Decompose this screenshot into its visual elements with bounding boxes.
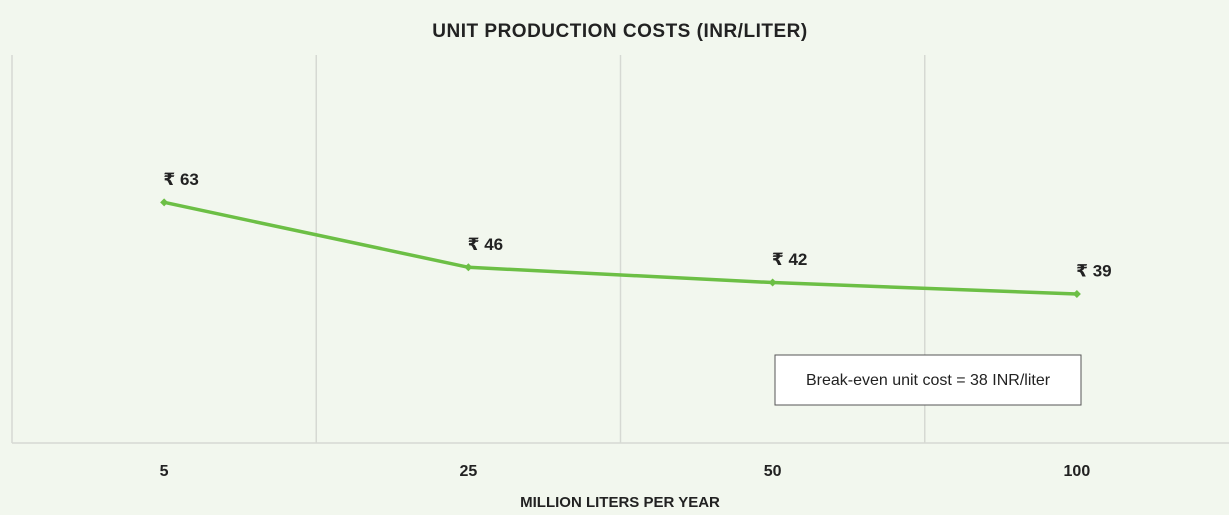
data-line [163,200,1077,296]
value-label: ₹ 46 [468,235,503,254]
x-tick-label: 5 [160,463,169,480]
value-label: ₹ 39 [1076,262,1111,281]
x-axis-label: MILLION LITERS PER YEAR [520,494,720,511]
x-tick-label: 25 [459,463,477,480]
value-label: ₹ 42 [772,250,807,269]
annotation-box [774,354,1082,406]
point [768,278,777,287]
x-tick-label: 50 [764,463,782,480]
annotation: Break-even unit cost = 38 INR/liter [806,372,1051,389]
x-tick-label: 100 [1064,463,1091,480]
point [160,198,169,207]
value-label: ₹ 63 [163,170,198,189]
chart-title: UNIT PRODUCTION COSTS (INR/LITER) [432,21,807,42]
point [464,263,473,272]
point [1072,290,1081,299]
